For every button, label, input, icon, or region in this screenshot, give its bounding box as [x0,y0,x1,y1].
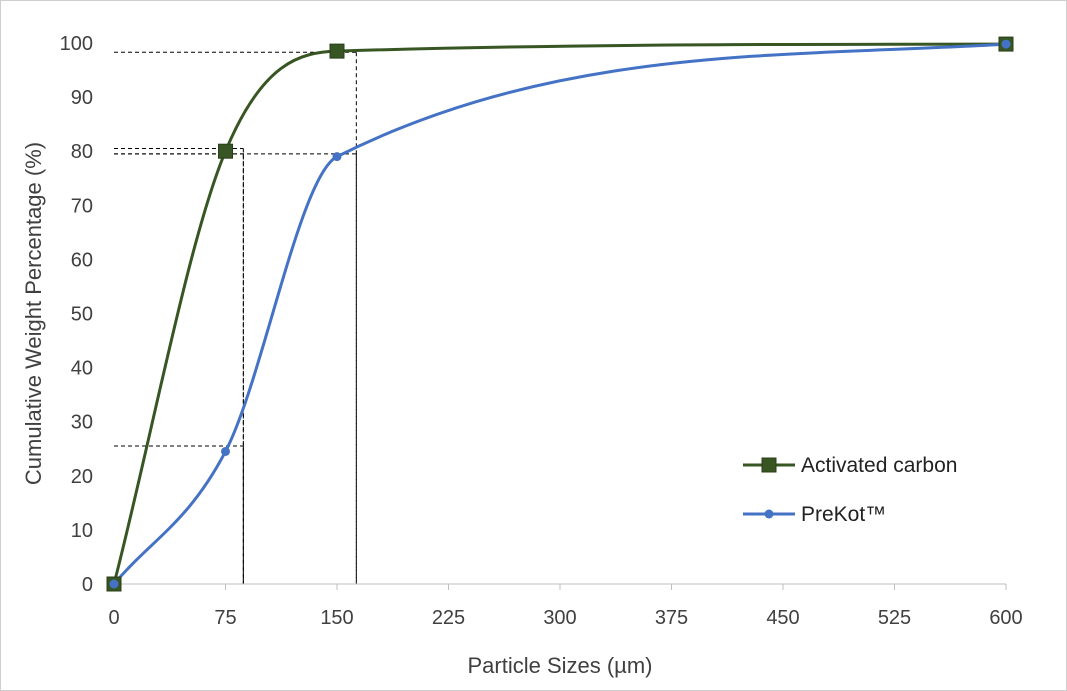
series-markers [106,36,1014,592]
x-tick-label: 600 [989,607,1022,629]
x-axis-title: Particle Sizes (µm) [467,653,652,678]
reference-lines [114,51,357,584]
y-tick-label: 100 [60,33,93,55]
y-tick-label: 20 [71,466,93,488]
y-tick-label: 90 [71,87,93,109]
data-point-square [329,43,345,59]
legend-marker-circle [764,509,774,519]
y-tick-label: 70 [71,195,93,217]
x-tick-label: 525 [878,607,911,629]
y-tick-label: 50 [71,304,93,326]
x-tick-label: 225 [432,607,465,629]
data-point-circle [1001,39,1011,49]
data-point-circle [221,446,230,456]
series-line-1 [112,42,1007,585]
y-tick-label: 30 [71,412,93,434]
x-tick-label: 150 [320,607,353,629]
x-tick-label: 300 [543,607,576,629]
axes: 0 75 150 225 300 375 450 525 600 0 10 20 30 40 50 60 70 8… [60,33,1023,629]
y-tick-label: 10 [71,520,93,542]
x-tick-label: 375 [655,607,688,629]
y-tick-label: 40 [71,358,93,380]
legend-marker-square [761,457,777,473]
y-tick-label: 0 [82,574,93,596]
y-axis-title: Cumulative Weight Percentage (%) [21,142,46,485]
x-tick-label: 450 [766,607,799,629]
x-tick-label: 75 [214,607,236,629]
data-point-circle [109,579,119,589]
legend-label: PreKot™ [801,503,886,526]
y-tick-label: 60 [71,249,93,271]
data-point-circle [332,152,342,162]
x-tick-label: 0 [108,607,119,629]
y-tick-label: 80 [71,141,93,163]
series-line-0 [112,42,1007,585]
legend: Activated carbon PreKot™ [743,454,957,526]
data-point-square [218,143,233,159]
series-lines [112,42,1007,585]
legend-label: Activated carbon [801,454,957,477]
